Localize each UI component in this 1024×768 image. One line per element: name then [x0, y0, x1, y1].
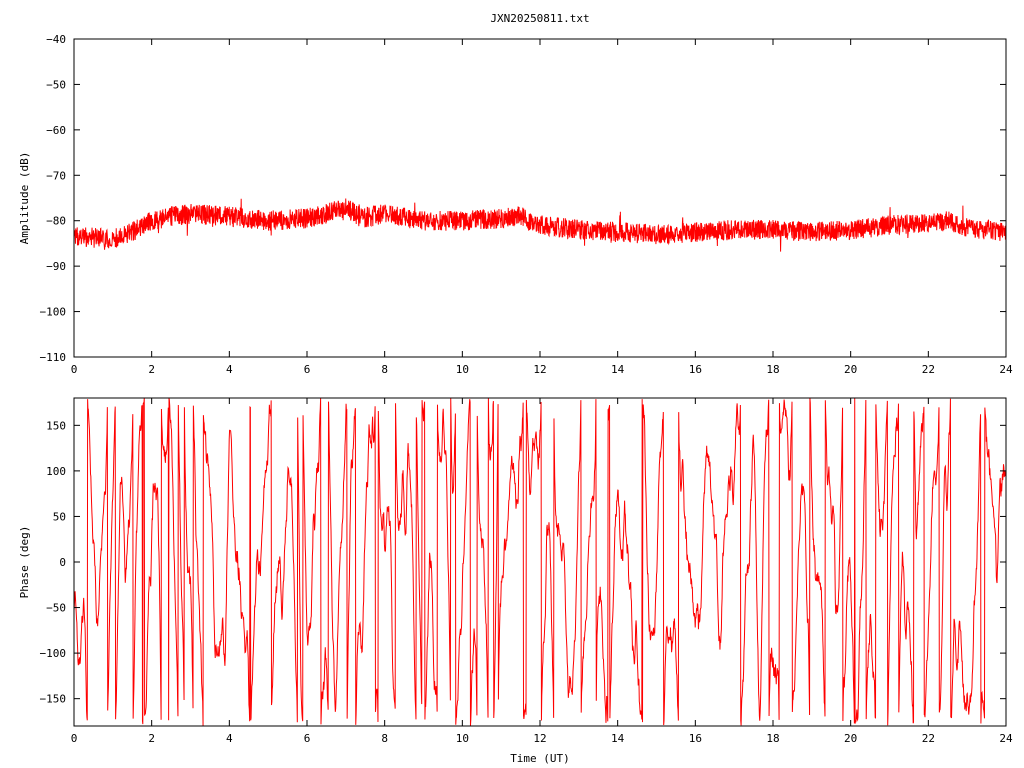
x-tick-label: 6	[304, 363, 311, 376]
x-tick-label: 2	[148, 363, 155, 376]
y-tick-label: −60	[46, 124, 66, 137]
phase-line	[74, 398, 1006, 726]
phase-axes: 0 2 4 6 8 10 12 14 16 18 20 22 24−150−100−5005010015…	[40, 397, 1013, 745]
x-tick-label: 12	[533, 732, 546, 745]
amplitude-panel: 0 2 4 6 8 10 12 14 16 18 20 22 24−110−100−90−80−70−6…	[18, 33, 1013, 376]
x-tick-label: 14	[611, 363, 625, 376]
amplitude-axes: 0 2 4 6 8 10 12 14 16 18 20 22 24−110−100−90−80−70−6…	[40, 33, 1013, 376]
x-tick-label: 20	[844, 363, 857, 376]
amplitude-line	[73, 198, 1007, 252]
y-tick-label: −110	[40, 351, 67, 364]
y-tick-label: 0	[59, 556, 66, 569]
y-tick-label: −100	[40, 306, 67, 319]
y-tick-label: −100	[40, 647, 67, 660]
x-tick-label: 0	[71, 363, 78, 376]
phase-panel: Phase (deg) Time (UT) 0 2 4 6 8 10 12 14 16 18 20 2…	[18, 397, 1013, 765]
chart-title: JXN20250811.txt	[490, 12, 589, 25]
x-tick-label: 8	[381, 732, 388, 745]
x-tick-label: 12	[533, 363, 546, 376]
x-tick-label: 14	[611, 732, 625, 745]
y-tick-label: −50	[46, 78, 66, 91]
y-tick-label: 150	[46, 419, 66, 432]
x-tick-label: 2	[148, 732, 155, 745]
amplitude-series	[73, 198, 1007, 252]
x-tick-label: 24	[999, 363, 1013, 376]
y-tick-label: 50	[53, 510, 66, 523]
phase-x-axis-label: Time (UT)	[510, 752, 570, 765]
x-tick-label: 6	[304, 732, 311, 745]
x-tick-label: 20	[844, 732, 857, 745]
x-tick-label: 18	[766, 732, 779, 745]
y-tick-label: −40	[46, 33, 66, 46]
x-tick-label: 0	[71, 732, 78, 745]
x-tick-label: 4	[226, 363, 233, 376]
y-tick-label: −150	[40, 693, 67, 706]
x-tick-label: 4	[226, 732, 233, 745]
y-tick-label: −50	[46, 602, 66, 615]
x-tick-label: 10	[456, 732, 469, 745]
phase-series	[74, 398, 1006, 726]
x-tick-label: 16	[689, 732, 702, 745]
x-tick-label: 24	[999, 732, 1013, 745]
x-tick-label: 10	[456, 363, 469, 376]
y-tick-label: −90	[46, 260, 66, 273]
x-tick-label: 22	[922, 732, 935, 745]
phase-y-axis-label: Phase (deg)	[18, 526, 31, 599]
y-tick-label: 100	[46, 465, 66, 478]
x-tick-label: 22	[922, 363, 935, 376]
x-tick-label: 8	[381, 363, 388, 376]
amplitude-y-axis-label: Amplitude (dB)	[18, 152, 31, 245]
y-tick-label: −70	[46, 169, 66, 182]
x-tick-label: 18	[766, 363, 779, 376]
y-tick-label: −80	[46, 215, 66, 228]
x-tick-label: 16	[689, 363, 702, 376]
